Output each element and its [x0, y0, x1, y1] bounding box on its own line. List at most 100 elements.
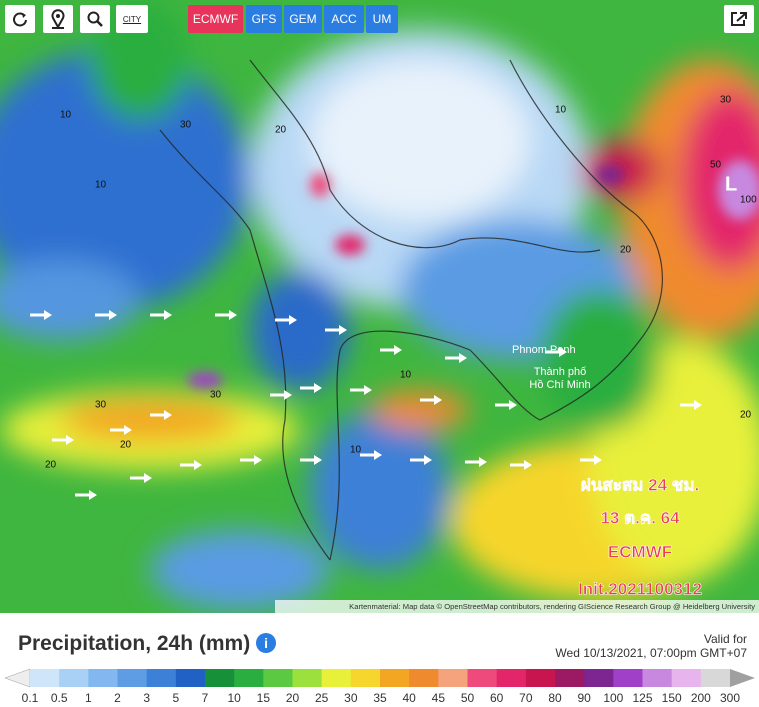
- legend-swatch: [730, 669, 755, 687]
- legend-end: [4, 668, 31, 688]
- wind-arrow: [270, 390, 292, 400]
- legend-label: 25: [315, 691, 329, 705]
- share-button[interactable]: [724, 5, 754, 33]
- contour-label: 10: [350, 445, 362, 456]
- wind-arrow: [52, 435, 74, 445]
- legend-swatch: [30, 669, 60, 687]
- locate-icon: [51, 9, 65, 29]
- legend-label: 0.1: [22, 691, 39, 705]
- city-button[interactable]: CITY: [116, 5, 148, 33]
- legend-swatch: [234, 669, 264, 687]
- wind-arrow: [130, 473, 152, 483]
- wind-arrow: [465, 457, 487, 467]
- wind-arrow: [150, 310, 172, 320]
- wind-arrow: [380, 345, 402, 355]
- model-button[interactable]: ECMWF: [188, 5, 243, 33]
- legend-swatch: [671, 669, 702, 687]
- valid-time: Wed 10/13/2021, 07:00pm GMT+07: [555, 646, 747, 660]
- legend-swatch: [380, 669, 410, 687]
- model-button[interactable]: GFS: [246, 5, 282, 33]
- legend-swatch: [584, 669, 614, 687]
- wind-arrow: [215, 310, 237, 320]
- contour-label: 20: [275, 125, 287, 136]
- legend-label: 150: [662, 691, 682, 705]
- locate-button[interactable]: [43, 5, 73, 33]
- info-icon[interactable]: i: [256, 633, 277, 653]
- model-button[interactable]: ACC: [324, 5, 364, 33]
- legend-label: 7: [202, 691, 209, 705]
- contour-label: 30: [210, 390, 222, 401]
- legend-swatch: [321, 669, 352, 687]
- share-icon: [731, 12, 747, 26]
- valid-label: Valid for: [703, 632, 747, 646]
- legend-label: 35: [373, 691, 387, 705]
- wind-arrow: [510, 460, 532, 470]
- contour-label: 10: [60, 110, 72, 121]
- zoom-icon: [87, 11, 103, 27]
- legend-label: 45: [432, 691, 446, 705]
- legend-label: 15: [257, 691, 271, 705]
- wind-arrow: [300, 383, 322, 393]
- place-label: Phnom Penh: [512, 344, 576, 356]
- contour-label: 20: [120, 440, 132, 451]
- legend-swatch: [409, 669, 439, 687]
- wind-arrow: [580, 455, 602, 465]
- contour-label: 20: [740, 410, 752, 421]
- legend-title-text: Precipitation, 24h (mm): [18, 632, 251, 655]
- contour-label: 50: [710, 160, 722, 171]
- legend-swatch: [263, 669, 293, 687]
- place-label: Thành phố Hồ Chí Minh: [529, 366, 590, 391]
- legend-label: 60: [490, 691, 504, 705]
- legend-swatch: [88, 669, 118, 687]
- overlay-text: ECMWF: [608, 542, 672, 561]
- overlay-text: 13 ต.ค. 64: [600, 508, 680, 527]
- wind-arrow: [360, 450, 382, 460]
- legend-swatch: [438, 669, 468, 687]
- legend-label: 80: [548, 691, 562, 705]
- legend-swatch: [642, 669, 673, 687]
- legend-swatch: [613, 669, 643, 687]
- legend-swatch: [146, 669, 177, 687]
- wind-arrow: [75, 490, 97, 500]
- wind-arrow: [30, 310, 52, 320]
- wind-arrow: [110, 425, 132, 435]
- legend-swatch: [467, 669, 498, 687]
- legend-label: 3: [143, 691, 150, 705]
- wind-arrow: [410, 455, 432, 465]
- zoom-button[interactable]: [80, 5, 110, 33]
- legend-swatch: [525, 669, 556, 687]
- map: L Phnom Penh Thành phố Hồ Chí Minh 10 30 10…: [0, 0, 759, 613]
- wind-arrow: [180, 460, 202, 470]
- legend-label: 40: [402, 691, 416, 705]
- wind-arrow: [275, 315, 297, 325]
- legend-label: 70: [519, 691, 533, 705]
- refresh-button[interactable]: [5, 5, 35, 33]
- wind-arrow: [495, 400, 517, 410]
- wind-arrow: [680, 400, 702, 410]
- wind-arrow: [350, 385, 372, 395]
- wind-arrow: [420, 395, 442, 405]
- contour-label: 20: [620, 245, 632, 256]
- model-button[interactable]: UM: [366, 5, 398, 33]
- contour-label: 20: [45, 460, 57, 471]
- legend-label: 90: [577, 691, 591, 705]
- low-marker: L: [725, 173, 737, 195]
- legend-swatch: [292, 669, 323, 687]
- wind-arrow: [325, 325, 347, 335]
- legend-label: 300: [720, 691, 740, 705]
- legend-label: 30: [344, 691, 358, 705]
- wind-arrow: [240, 455, 262, 465]
- legend-swatch: [59, 669, 89, 687]
- refresh-icon: [13, 12, 27, 27]
- legend-scale: 0.1 0.5 1 2 3 5 7 10 15 20 25 30 35 40 45 50 60 70 80 90 100…: [4, 668, 755, 705]
- legend-swatch: [205, 669, 235, 687]
- contour-label: 100: [740, 195, 757, 206]
- contour-label: 10: [400, 370, 412, 381]
- wind-arrow: [300, 455, 322, 465]
- legend-label: 5: [172, 691, 179, 705]
- legend-label: 100: [603, 691, 623, 705]
- contour-label: 30: [180, 120, 192, 131]
- wind-arrow: [545, 347, 567, 357]
- model-button[interactable]: GEM: [284, 5, 322, 33]
